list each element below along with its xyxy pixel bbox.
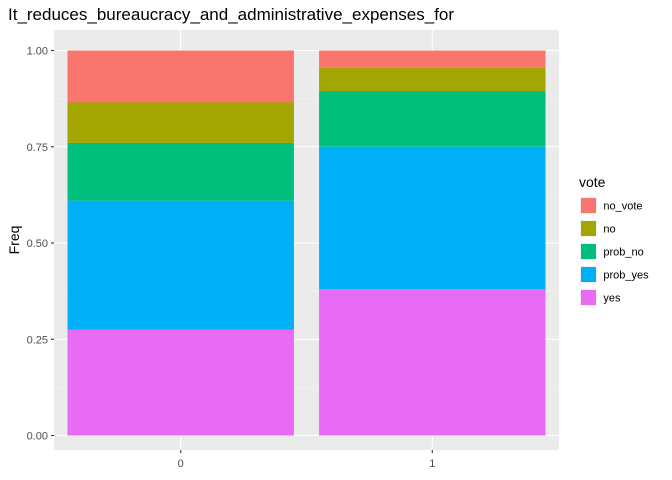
legend-label-yes: yes bbox=[603, 293, 621, 305]
y-axis-ticks: 0.00 0.25 0.50 0.75 1.00 bbox=[27, 46, 54, 443]
legend-swatch-no bbox=[581, 221, 596, 236]
legend-label-no: no bbox=[603, 224, 615, 236]
bar-segment-no_vote-0 bbox=[67, 50, 294, 103]
legend-label-prob_no: prob_no bbox=[603, 247, 643, 259]
bar-segment-no-0 bbox=[67, 102, 294, 143]
bar-segment-prob_yes-0 bbox=[67, 200, 294, 330]
y-axis-title: Freq bbox=[6, 226, 22, 255]
bar-segment-prob_yes-1 bbox=[319, 146, 546, 290]
y-tick-label: 1.00 bbox=[27, 46, 48, 58]
bar-segment-prob_no-1 bbox=[319, 90, 546, 147]
legend-swatch-prob_no bbox=[581, 244, 596, 259]
legend-title: vote bbox=[579, 174, 606, 190]
bar-segment-yes-1 bbox=[319, 289, 546, 436]
bars bbox=[67, 50, 546, 436]
bar-segment-no-1 bbox=[319, 67, 546, 91]
bar-segment-prob_no-0 bbox=[67, 142, 294, 201]
legend-swatch-prob_yes bbox=[581, 267, 596, 282]
y-tick-label: 0.50 bbox=[27, 238, 48, 250]
bar-segment-no_vote-1 bbox=[319, 50, 546, 68]
legend-swatch-no_vote bbox=[581, 198, 596, 213]
x-tick-label: 1 bbox=[429, 458, 435, 470]
y-tick-label: 0.25 bbox=[27, 334, 48, 346]
bar-segment-yes-0 bbox=[67, 329, 294, 436]
y-tick-label: 0.00 bbox=[27, 431, 48, 443]
x-tick-label: 0 bbox=[178, 458, 184, 470]
legend-label-no_vote: no_vote bbox=[603, 201, 642, 213]
chart-title: It_reduces_bureaucracy_and_administrativ… bbox=[8, 5, 454, 24]
legend-swatch-yes bbox=[581, 290, 596, 305]
y-tick-label: 0.75 bbox=[27, 142, 48, 154]
legend-label-prob_yes: prob_yes bbox=[603, 270, 649, 282]
